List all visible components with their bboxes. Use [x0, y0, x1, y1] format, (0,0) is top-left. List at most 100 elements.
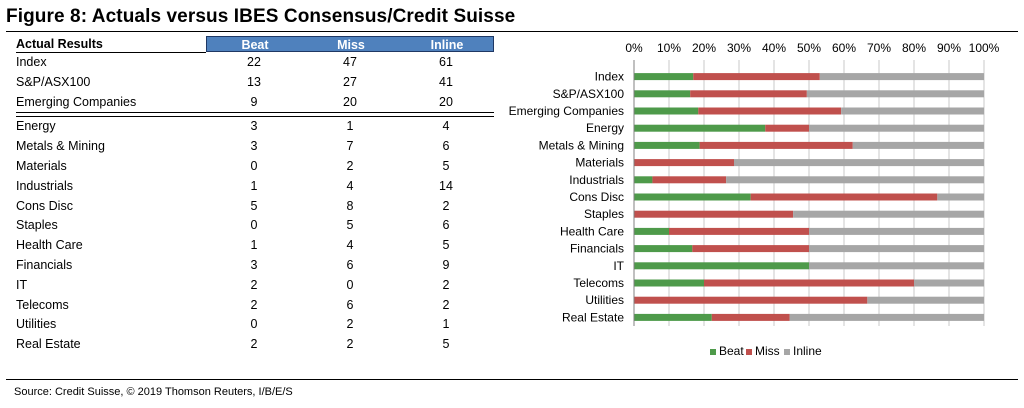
bar-segment-miss	[652, 176, 727, 184]
category-label: Emerging Companies	[509, 104, 624, 118]
category-label: Telecoms	[573, 276, 624, 290]
double-rule	[16, 112, 494, 118]
category-label: IT	[613, 259, 624, 273]
header-underline	[16, 52, 206, 53]
cell-beat: 0	[250, 158, 258, 173]
cell-inline: 4	[442, 119, 450, 134]
category-label: Industrials	[569, 173, 624, 187]
cell-miss: 20	[343, 94, 357, 109]
cell-beat: 0	[250, 218, 258, 233]
category-label: Staples	[584, 207, 624, 221]
row-label: Emerging Companies	[16, 94, 137, 109]
row-label: Financials	[16, 257, 73, 272]
x-tick-label: 70%	[867, 41, 891, 55]
legend-label-inline: Inline	[793, 344, 822, 358]
table-row: Utilities 0 2 1	[12, 315, 498, 335]
category-label: S&P/ASX100	[553, 87, 625, 101]
table-row: Telecoms 2 6 2	[12, 296, 498, 316]
bar-segment-miss	[692, 245, 809, 253]
legend-swatch-beat	[710, 349, 716, 355]
cell-miss: 6	[346, 297, 354, 312]
table-row: Index 22 47 61	[12, 53, 498, 73]
bar-segment-inline	[809, 227, 984, 235]
row-label: Energy	[16, 119, 56, 134]
x-tick-label: 100%	[969, 41, 1000, 55]
row-label: Materials	[16, 158, 67, 173]
bar-segment-beat	[634, 124, 766, 132]
row-label: Health Care	[16, 238, 83, 253]
category-label: Index	[595, 70, 624, 84]
row-label: Index	[16, 55, 47, 69]
bar-segment-inline	[852, 141, 984, 149]
cell-miss: 6	[346, 257, 354, 272]
cell-beat: 5	[250, 198, 258, 213]
category-label: Real Estate	[562, 310, 624, 324]
x-tick-label: 40%	[762, 41, 786, 55]
bar-segment-inline	[809, 262, 984, 270]
cell-miss: 47	[343, 55, 357, 69]
x-tick-label: 10%	[657, 41, 681, 55]
row-label: Telecoms	[16, 297, 69, 312]
bar-segment-beat	[634, 90, 691, 98]
cell-inline: 2	[442, 297, 450, 312]
cell-inline: 1	[442, 317, 450, 332]
row-label: Utilities	[16, 317, 57, 332]
bar-segment-beat	[634, 176, 653, 184]
bar-segment-miss	[669, 227, 809, 235]
category-label: Health Care	[560, 224, 624, 238]
category-label: Metals & Mining	[539, 138, 624, 152]
cell-beat: 2	[250, 297, 258, 312]
cell-miss: 2	[346, 158, 354, 173]
bar-segment-beat	[634, 107, 699, 115]
cell-inline: 14	[439, 178, 453, 193]
x-tick-label: 90%	[937, 41, 961, 55]
legend-label-miss: Miss	[755, 344, 780, 358]
table-row: Energy 3 1 4	[12, 117, 498, 137]
col-header-inline: Inline	[430, 38, 464, 52]
row-label: Real Estate	[16, 337, 81, 352]
table-row: Materials 0 2 5	[12, 157, 498, 177]
bar-segment-inline	[734, 159, 984, 167]
cell-inline: 6	[442, 139, 450, 154]
table-body: Index 22 47 61 S&P/ASX100 13 27 41 Emerging Comp…	[12, 53, 498, 355]
cell-miss: 1	[346, 119, 354, 134]
bar-segment-beat	[634, 313, 712, 321]
bar-segment-beat	[634, 193, 751, 201]
bar-segment-beat	[634, 262, 809, 270]
bottom-rule	[6, 379, 1018, 380]
table-row: S&P/ASX100 13 27 41	[12, 73, 498, 93]
bar-segment-inline	[914, 279, 984, 287]
stacked-bar-chart: 0% 10% 20% 30% 40% 50% 60% 70% 80% 90% 100% Index S&…	[509, 41, 1000, 358]
cell-inline: 61	[439, 55, 453, 69]
cell-miss: 5	[346, 218, 354, 233]
x-tick-label: 30%	[727, 41, 751, 55]
bar-segment-miss	[634, 159, 734, 167]
bar-segment-inline	[841, 107, 984, 115]
table-header: Actual Results Beat Miss Inline	[12, 36, 498, 53]
bar-segment-miss	[634, 210, 794, 218]
bar-segment-inline	[789, 313, 984, 321]
row-label: Industrials	[16, 178, 73, 193]
table-row: Health Care 1 4 5	[12, 236, 498, 256]
cell-inline: 41	[439, 74, 453, 89]
cell-inline: 6	[442, 218, 450, 233]
cell-inline: 9	[442, 257, 450, 272]
cell-inline: 20	[439, 94, 453, 109]
cell-inline: 2	[442, 277, 450, 292]
bar-segment-inline	[726, 176, 984, 184]
x-tick-label: 80%	[902, 41, 926, 55]
bar-segment-miss	[765, 124, 809, 132]
bar-segment-inline	[809, 245, 984, 253]
bar-segment-miss	[693, 73, 820, 81]
bar-segment-beat	[634, 279, 704, 287]
source-note: Source: Credit Suisse, © 2019 Thomson Re…	[14, 386, 293, 398]
bar-segment-beat	[634, 245, 693, 253]
table-row: Metals & Mining 3 7 6	[12, 137, 498, 157]
legend-swatch-inline	[784, 349, 790, 355]
table-row: Real Estate 2 2 5	[12, 335, 498, 355]
cell-beat: 1	[250, 178, 258, 193]
cell-beat: 3	[250, 139, 258, 154]
cell-miss: 27	[343, 74, 357, 89]
category-label: Energy	[586, 121, 624, 135]
cell-inline: 5	[442, 238, 450, 253]
